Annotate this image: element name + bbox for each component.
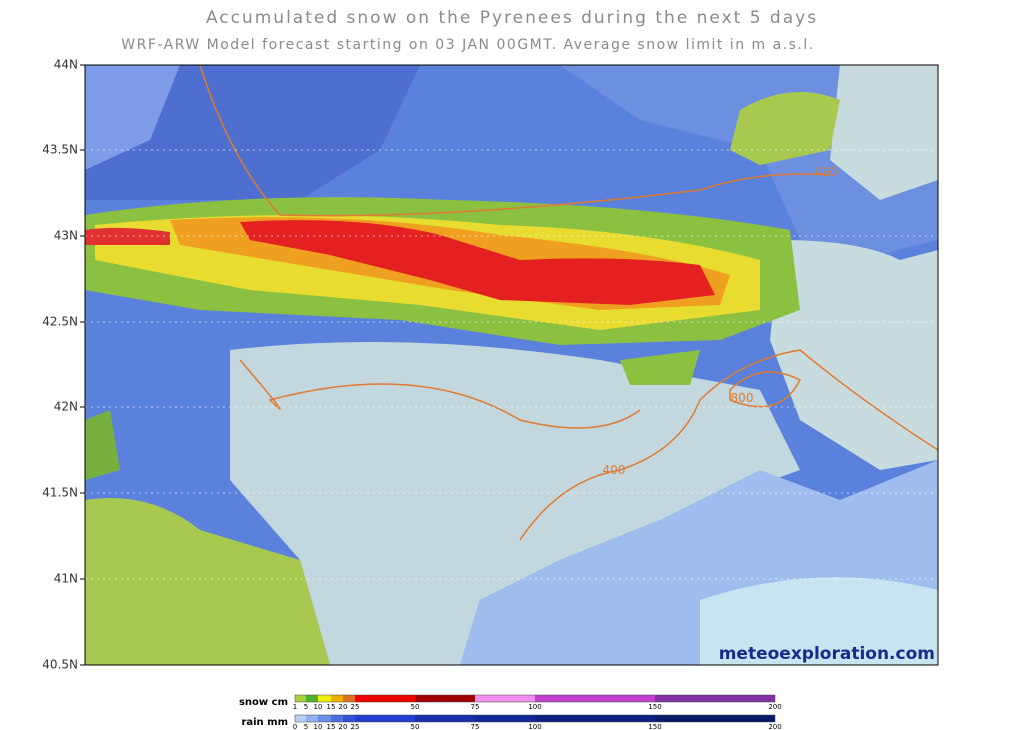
watermark: meteoexploration.com <box>719 644 935 664</box>
lat-label: 44N <box>54 58 78 72</box>
snow-area <box>620 350 700 385</box>
legend-tick: 20 <box>339 723 348 730</box>
legend-tick: 0 <box>293 723 297 730</box>
lat-label: 43.5N <box>42 143 78 157</box>
legend-swatch <box>355 695 415 702</box>
legend-tick: 25 <box>351 723 360 730</box>
contour-label: 400 <box>815 165 838 179</box>
legend-frame <box>294 694 776 703</box>
legend-swatch <box>655 715 775 722</box>
lat-label: 40.5N <box>42 658 78 672</box>
legend-label: rain mm <box>241 717 288 728</box>
lat-label: 42N <box>54 400 78 414</box>
legend-swatch <box>343 715 355 722</box>
lat-label: 41.5N <box>42 486 78 500</box>
legend-swatch <box>655 695 775 702</box>
legend-swatch <box>295 715 306 722</box>
map: 400 400 800 meteoexploration.com <box>84 64 939 666</box>
contour-label: 800 <box>731 391 754 405</box>
legend-tick: 1 <box>293 703 297 711</box>
title: Accumulated snow on the Pyrenees during … <box>206 8 818 28</box>
legend-swatch <box>306 695 318 702</box>
region <box>85 65 420 200</box>
subtitle: WRF-ARW Model forecast starting on 03 JA… <box>121 37 814 53</box>
legend-tick: 15 <box>327 703 336 711</box>
lat-label: 42.5N <box>42 315 78 329</box>
land <box>230 342 800 665</box>
legend-swatch <box>295 695 306 702</box>
legend-tick: 75 <box>471 703 480 711</box>
legend-tick: 20 <box>339 703 348 711</box>
land <box>770 240 938 470</box>
legend-tick: 150 <box>648 723 661 730</box>
legend: snow cm rain mm 1 5 10 15 20 25 50 75 100 150 2000… <box>239 694 782 730</box>
legend-swatch <box>331 695 343 702</box>
legend-tick: 10 <box>314 723 323 730</box>
legend-tick: 50 <box>411 703 420 711</box>
legend-swatch <box>331 715 343 722</box>
legend-tick: 50 <box>411 723 420 730</box>
legend-label: snow cm <box>239 697 288 708</box>
legend-tick: 25 <box>351 703 360 711</box>
legend-swatch <box>415 695 475 702</box>
legend-swatch <box>535 695 655 702</box>
legend-tick: 100 <box>528 723 541 730</box>
legend-tick: 5 <box>304 703 308 711</box>
legend-swatch <box>475 695 535 702</box>
ocean <box>85 65 180 170</box>
legend-swatch <box>306 715 318 722</box>
contours <box>199 65 938 541</box>
sea <box>700 577 938 665</box>
snow-area <box>85 498 330 665</box>
legend-swatch <box>415 715 475 722</box>
legend-tick: 15 <box>327 723 336 730</box>
lat-label: 43N <box>54 229 78 243</box>
contour-label: 400 <box>603 463 626 477</box>
legend-tick: 5 <box>304 723 308 730</box>
lat-label: 41N <box>54 572 78 586</box>
snow-area <box>730 92 840 165</box>
legend-tick: 200 <box>768 703 781 711</box>
legend-swatch <box>475 715 535 722</box>
legend-swatch <box>318 715 331 722</box>
latitude-axis: 44N 43.5N 43N 42.5N 42N 41.5N 41N 40.5N <box>42 58 85 672</box>
legend-tick: 200 <box>768 723 781 730</box>
legend-tick: 75 <box>471 723 480 730</box>
land <box>830 65 938 200</box>
legend-frame <box>294 714 776 723</box>
legend-swatch <box>343 695 355 702</box>
legend-tick: 150 <box>648 703 661 711</box>
snow-band <box>240 220 715 305</box>
legend-swatch <box>318 695 331 702</box>
snow-area <box>85 410 120 480</box>
legend-swatch <box>535 715 655 722</box>
legend-tick: 10 <box>314 703 323 711</box>
legend-tick: 100 <box>528 703 541 711</box>
legend-swatch <box>355 715 415 722</box>
